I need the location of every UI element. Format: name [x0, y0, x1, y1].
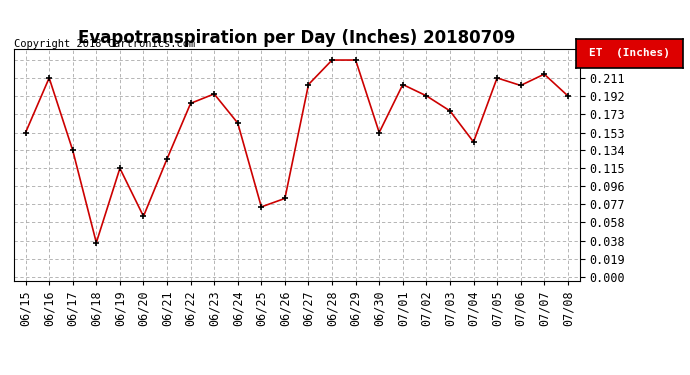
Title: Evapotranspiration per Day (Inches) 20180709: Evapotranspiration per Day (Inches) 2018… — [78, 29, 515, 47]
Text: ET  (Inches): ET (Inches) — [589, 48, 670, 58]
Text: Copyright 2018 Cartronics.com: Copyright 2018 Cartronics.com — [14, 39, 195, 50]
